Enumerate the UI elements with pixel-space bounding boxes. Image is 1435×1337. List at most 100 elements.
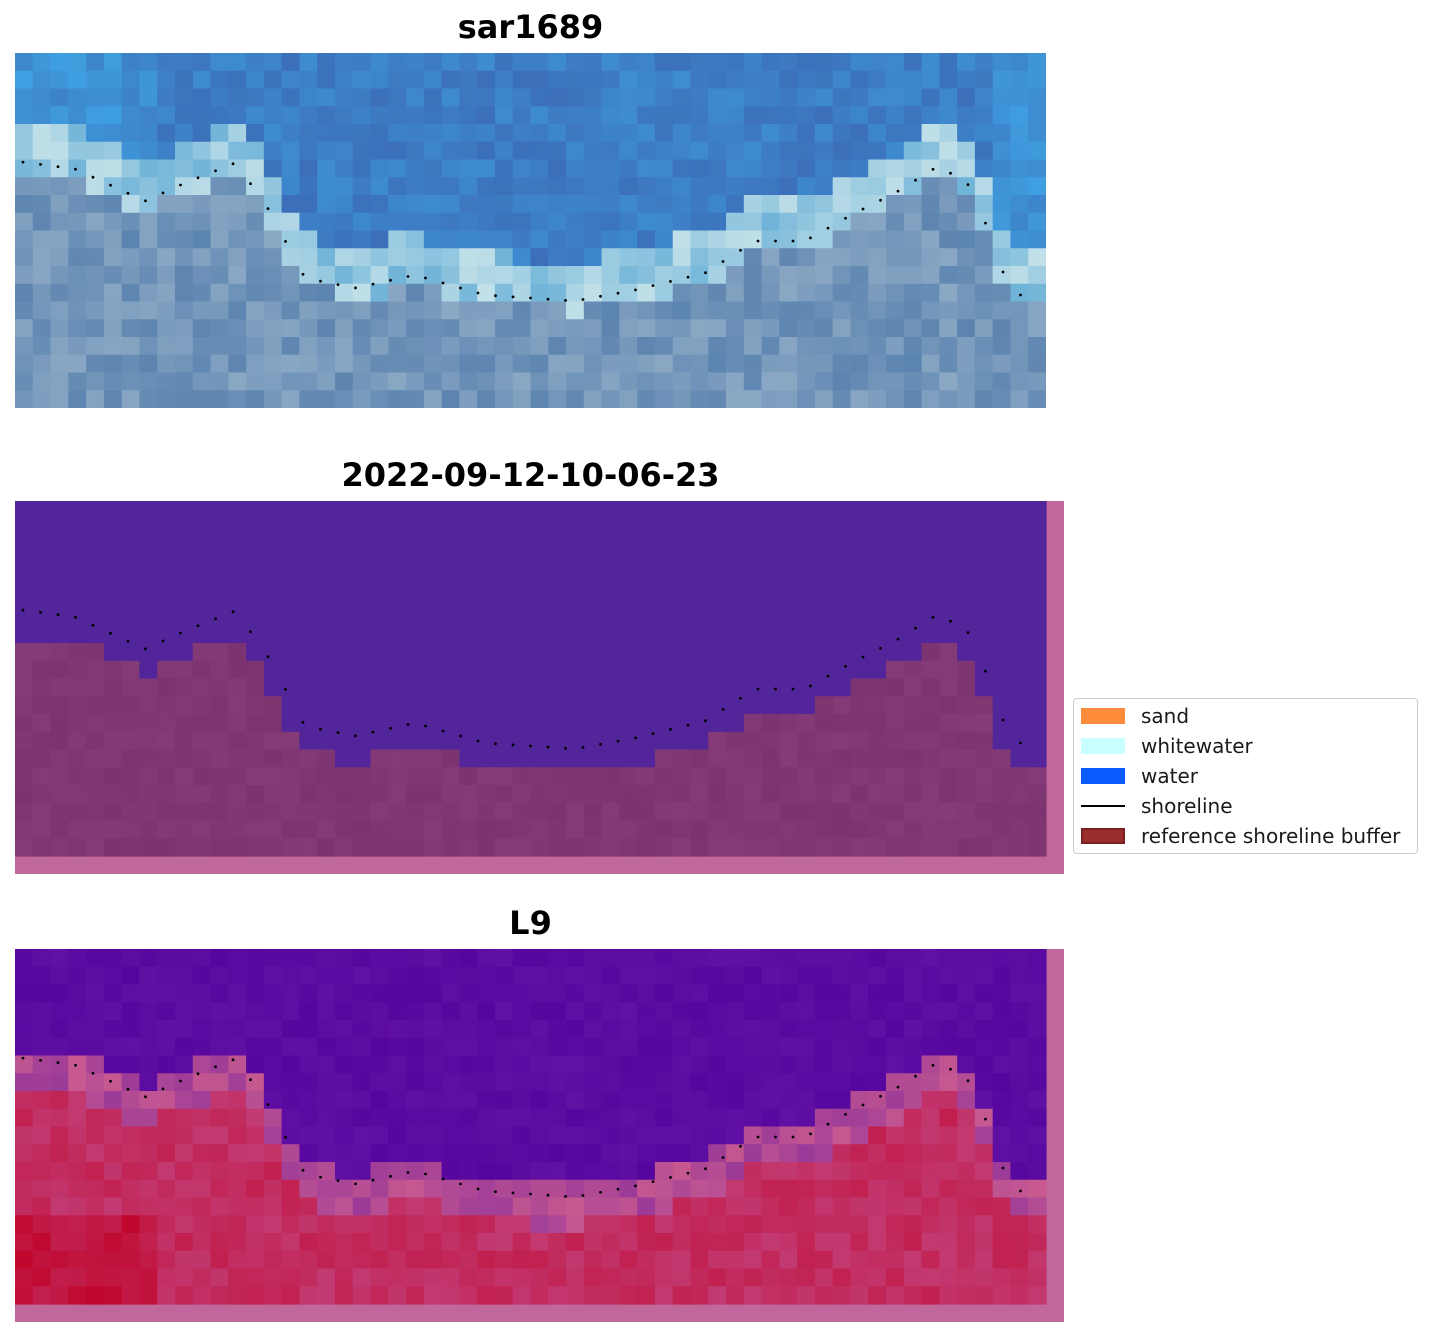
index-pixel [1010,1002,1029,1021]
image-pixel [992,53,1012,72]
index-pixel [68,1286,87,1305]
image-pixel [814,319,834,338]
image-pixel [512,212,532,232]
class-pixel [850,572,869,591]
image-pixel [210,390,229,408]
image-pixel [334,141,354,161]
class-pixel [512,518,532,538]
index-pixel [512,1233,532,1252]
image-pixel [690,141,709,161]
image-pixel [1028,337,1046,356]
index-pixel [317,1055,336,1074]
shoreline-point [354,1182,357,1186]
class-pixel [68,731,87,751]
index-pixel [103,1233,123,1252]
index-pixel [637,1250,656,1270]
class-pixel [761,785,780,804]
image-pixel [370,319,389,338]
index-pixel [50,966,69,986]
class-pixel [103,589,123,609]
index-pixel [32,1197,52,1216]
class-pixel [708,536,727,555]
image-pixel [761,106,780,125]
image-pixel [32,212,52,232]
index-pixel [192,949,212,968]
image-pixel [334,88,354,107]
index-pixel [317,1250,336,1270]
class-pixel [459,643,478,662]
class-pixel [726,802,745,822]
shoreline-point [336,731,340,734]
image-pixel [974,301,994,320]
image-pixel [797,88,816,107]
index-pixel [814,1073,834,1092]
index-pixel [1028,1126,1047,1145]
index-pixel [619,1108,638,1128]
image-pixel [512,248,532,267]
image-pixel [86,301,105,320]
image-pixel [192,53,212,72]
image-pixel [317,230,336,249]
image-pixel [637,159,656,178]
class-pixel [637,838,656,857]
image-pixel [103,177,123,196]
class-pixel [459,536,478,555]
image-pixel [50,212,69,232]
index-pixel [121,1002,141,1021]
class-pixel [797,678,816,697]
image-pixel [174,337,194,356]
image-pixel [832,230,852,249]
class-pixel [477,678,496,697]
image-pixel [583,301,603,320]
image-pixel [974,319,994,338]
shoreline-point [21,608,25,612]
index-pixel [317,984,336,1003]
image-pixel [210,354,229,374]
index-pixel [957,1268,976,1287]
image-pixel [15,70,34,90]
image-pixel [779,177,798,196]
panel-title-rgb: sar1689 [457,8,604,46]
index-pixel [139,1197,158,1216]
index-pixel [726,1250,745,1270]
index-pixel [903,949,923,968]
class-pixel [583,625,603,644]
shoreline-point [634,736,637,740]
image-pixel [566,212,585,232]
index-pixel [406,1233,425,1252]
image-pixel [583,53,603,72]
class-pixel [992,572,1012,591]
index-pixel [886,1144,905,1163]
index-pixel [388,1162,407,1181]
class-pixel [974,749,994,768]
index-pixel [406,1179,425,1199]
class-pixel [15,838,34,857]
index-pixel [317,1091,336,1110]
class-pixel [761,607,780,626]
class-pixel [726,536,745,555]
image-pixel [50,141,69,161]
index-pixel [548,1002,567,1021]
shoreline-point [879,198,882,202]
image-pixel [370,266,389,285]
class-pixel [317,714,336,733]
image-pixel [548,230,567,249]
image-pixel [1028,283,1046,303]
index-pixel [583,1037,603,1057]
index-pixel [441,1286,460,1305]
index-pixel [441,1126,460,1145]
index-pixel [690,1002,709,1021]
class-pixel [921,678,940,697]
class-pixel [903,838,923,857]
class-pixel [921,731,940,751]
shoreline-point [616,739,620,743]
index-pixel [637,1073,656,1092]
class-pixel [334,518,354,538]
class-pixel [619,731,638,751]
index-pixel [832,1002,852,1021]
class-pixel [921,696,940,715]
image-pixel [459,372,478,391]
image-pixel [459,177,478,196]
class-pixel [494,660,514,680]
image-pixel [174,124,194,143]
